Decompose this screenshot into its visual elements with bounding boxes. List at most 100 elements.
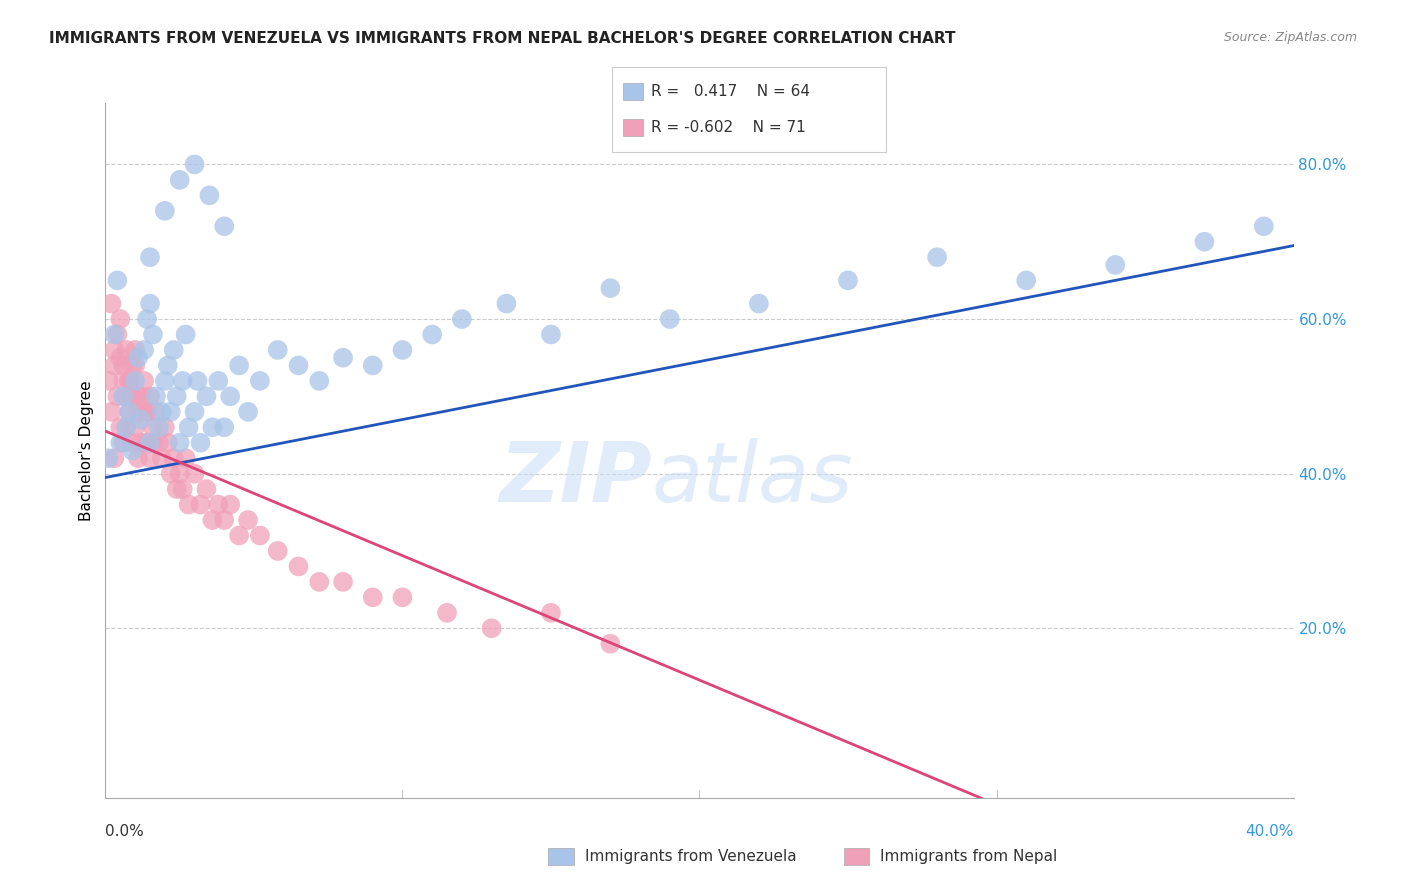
- Point: [121, 389, 143, 403]
- Point: [110, 420, 132, 434]
- Point: [166, 482, 188, 496]
- Point: [97, 451, 120, 466]
- Point: [287, 359, 309, 373]
- Point: [267, 544, 290, 558]
- Point: [198, 188, 221, 202]
- Point: [136, 312, 159, 326]
- Text: IMMIGRANTS FROM VENEZUELA VS IMMIGRANTS FROM NEPAL BACHELOR'S DEGREE CORRELATION: IMMIGRANTS FROM VENEZUELA VS IMMIGRANTS …: [49, 31, 956, 46]
- Point: [100, 405, 122, 419]
- Point: [139, 389, 162, 403]
- Point: [118, 405, 141, 419]
- Point: [105, 389, 128, 403]
- Point: [115, 343, 138, 357]
- Point: [132, 405, 155, 419]
- Point: [118, 374, 141, 388]
- Point: [201, 420, 224, 434]
- Text: Source: ZipAtlas.com: Source: ZipAtlas.com: [1223, 31, 1357, 45]
- Point: [115, 389, 138, 403]
- Point: [228, 528, 250, 542]
- Point: [115, 420, 138, 434]
- Point: [1104, 258, 1126, 272]
- Point: [166, 389, 188, 403]
- Point: [308, 574, 330, 589]
- Point: [124, 359, 146, 373]
- Point: [127, 389, 149, 403]
- Point: [129, 435, 152, 450]
- Point: [139, 451, 162, 466]
- Point: [103, 359, 125, 373]
- Point: [150, 451, 173, 466]
- Point: [236, 513, 259, 527]
- Text: 40.0%: 40.0%: [1246, 824, 1294, 838]
- Point: [148, 435, 170, 450]
- Point: [139, 296, 162, 310]
- Point: [1015, 273, 1038, 287]
- Point: [156, 359, 179, 373]
- Point: [136, 435, 159, 450]
- Point: [391, 343, 413, 357]
- Point: [103, 327, 125, 342]
- Point: [142, 420, 165, 434]
- Point: [124, 343, 146, 357]
- Point: [207, 498, 229, 512]
- Point: [115, 420, 138, 434]
- Point: [837, 273, 859, 287]
- Point: [495, 296, 517, 310]
- Point: [228, 359, 250, 373]
- Point: [308, 374, 330, 388]
- Point: [159, 405, 181, 419]
- Point: [124, 374, 146, 388]
- Point: [190, 435, 212, 450]
- Point: [172, 374, 194, 388]
- Point: [169, 435, 191, 450]
- Point: [103, 451, 125, 466]
- Point: [201, 513, 224, 527]
- Point: [132, 374, 155, 388]
- Point: [139, 250, 162, 264]
- Point: [169, 467, 191, 481]
- Text: atlas: atlas: [652, 438, 853, 519]
- Point: [142, 435, 165, 450]
- Point: [139, 435, 162, 450]
- Point: [100, 296, 122, 310]
- Point: [159, 467, 181, 481]
- Text: Immigrants from Venezuela: Immigrants from Venezuela: [585, 849, 797, 863]
- Point: [112, 435, 135, 450]
- Point: [121, 443, 143, 458]
- Point: [105, 327, 128, 342]
- Point: [450, 312, 472, 326]
- Point: [287, 559, 309, 574]
- Point: [156, 435, 179, 450]
- Point: [129, 389, 152, 403]
- Point: [177, 498, 200, 512]
- Point: [121, 359, 143, 373]
- Point: [153, 420, 176, 434]
- Point: [136, 405, 159, 419]
- Point: [214, 420, 236, 434]
- Point: [186, 374, 208, 388]
- Text: Immigrants from Nepal: Immigrants from Nepal: [880, 849, 1057, 863]
- Point: [190, 498, 212, 512]
- Point: [481, 621, 503, 635]
- Point: [127, 351, 149, 365]
- Point: [127, 451, 149, 466]
- Point: [124, 420, 146, 434]
- Point: [110, 351, 132, 365]
- Text: R =   0.417    N = 64: R = 0.417 N = 64: [651, 85, 810, 99]
- Point: [172, 482, 194, 496]
- Point: [219, 498, 242, 512]
- Point: [183, 157, 205, 171]
- Point: [748, 296, 770, 310]
- Point: [249, 374, 271, 388]
- Point: [105, 273, 128, 287]
- Point: [195, 389, 218, 403]
- Point: [183, 467, 205, 481]
- Point: [249, 528, 271, 542]
- Point: [1194, 235, 1216, 249]
- Point: [103, 343, 125, 357]
- Point: [129, 412, 152, 426]
- Point: [127, 405, 149, 419]
- Point: [540, 327, 562, 342]
- Point: [112, 389, 135, 403]
- Point: [97, 374, 120, 388]
